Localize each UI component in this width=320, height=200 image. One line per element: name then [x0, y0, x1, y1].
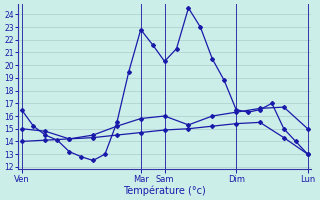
- X-axis label: Température (°c): Température (°c): [123, 185, 206, 196]
